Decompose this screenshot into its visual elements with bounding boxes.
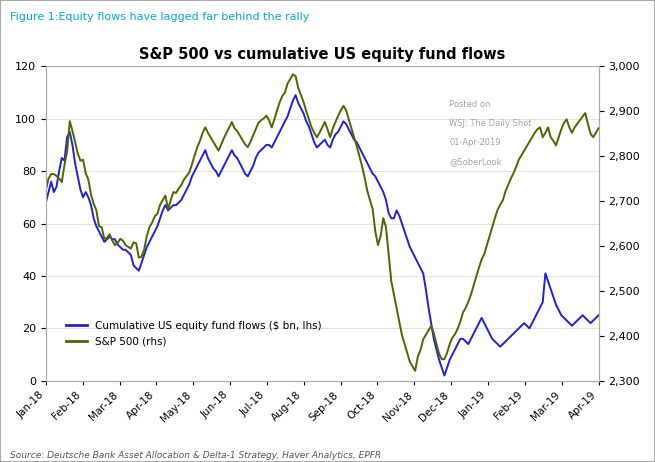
Text: 01-Apr-2019: 01-Apr-2019	[449, 138, 501, 147]
Title: S&P 500 vs cumulative US equity fund flows: S&P 500 vs cumulative US equity fund flo…	[139, 47, 506, 62]
Text: Posted on: Posted on	[449, 100, 491, 109]
Text: Figure 1:Equity flows have lagged far behind the rally: Figure 1:Equity flows have lagged far be…	[10, 12, 309, 22]
Text: @SoberLook: @SoberLook	[449, 157, 502, 166]
Legend: Cumulative US equity fund flows ($ bn, lhs), S&P 500 (rhs): Cumulative US equity fund flows ($ bn, l…	[62, 317, 326, 350]
Text: Source: Deutsche Bank Asset Allocation & Delta-1 Strategy, Haver Analytics, EPFR: Source: Deutsche Bank Asset Allocation &…	[10, 451, 381, 460]
Text: WSJ: The Daily Shot: WSJ: The Daily Shot	[449, 119, 532, 128]
